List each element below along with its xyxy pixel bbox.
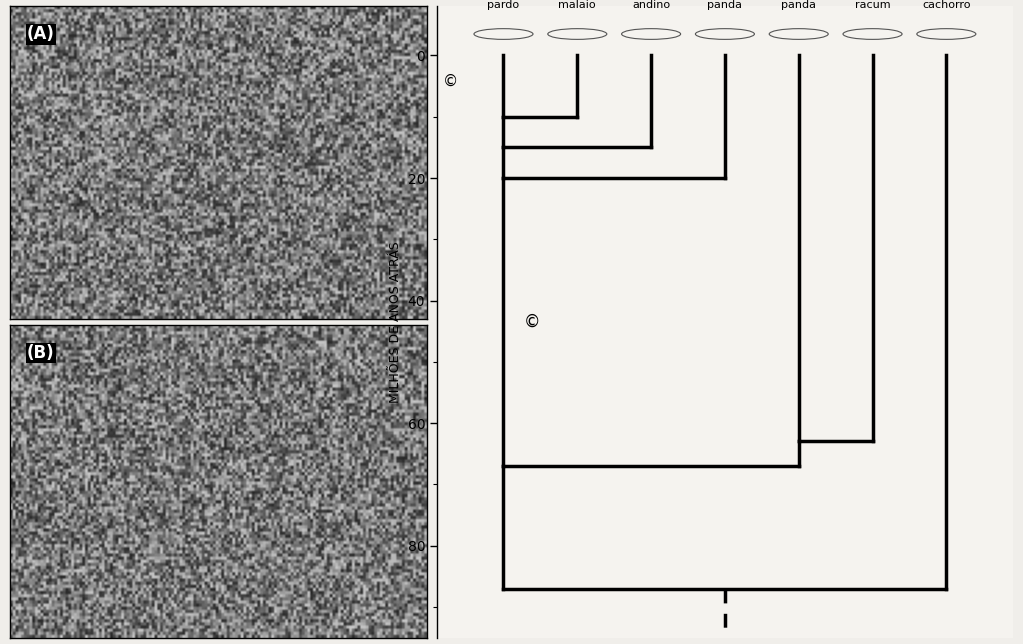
Text: pequeno-
panda: pequeno- panda [772, 0, 826, 10]
Text: urso-
andino: urso- andino [632, 0, 670, 10]
Text: ©: © [443, 74, 458, 89]
Text: cachorro: cachorro [922, 0, 971, 10]
Text: urso-
pardo: urso- pardo [487, 0, 520, 10]
Text: racum: racum [855, 0, 890, 10]
Text: urso-
malaio: urso- malaio [559, 0, 596, 10]
Y-axis label: MILHÕES DE ANOS ATRÁS: MILHÕES DE ANOS ATRÁS [389, 241, 402, 403]
Text: ©: © [524, 313, 540, 331]
Text: (A): (A) [27, 25, 55, 43]
Text: grande-
panda: grande- panda [703, 0, 747, 10]
Text: (B): (B) [27, 344, 54, 362]
